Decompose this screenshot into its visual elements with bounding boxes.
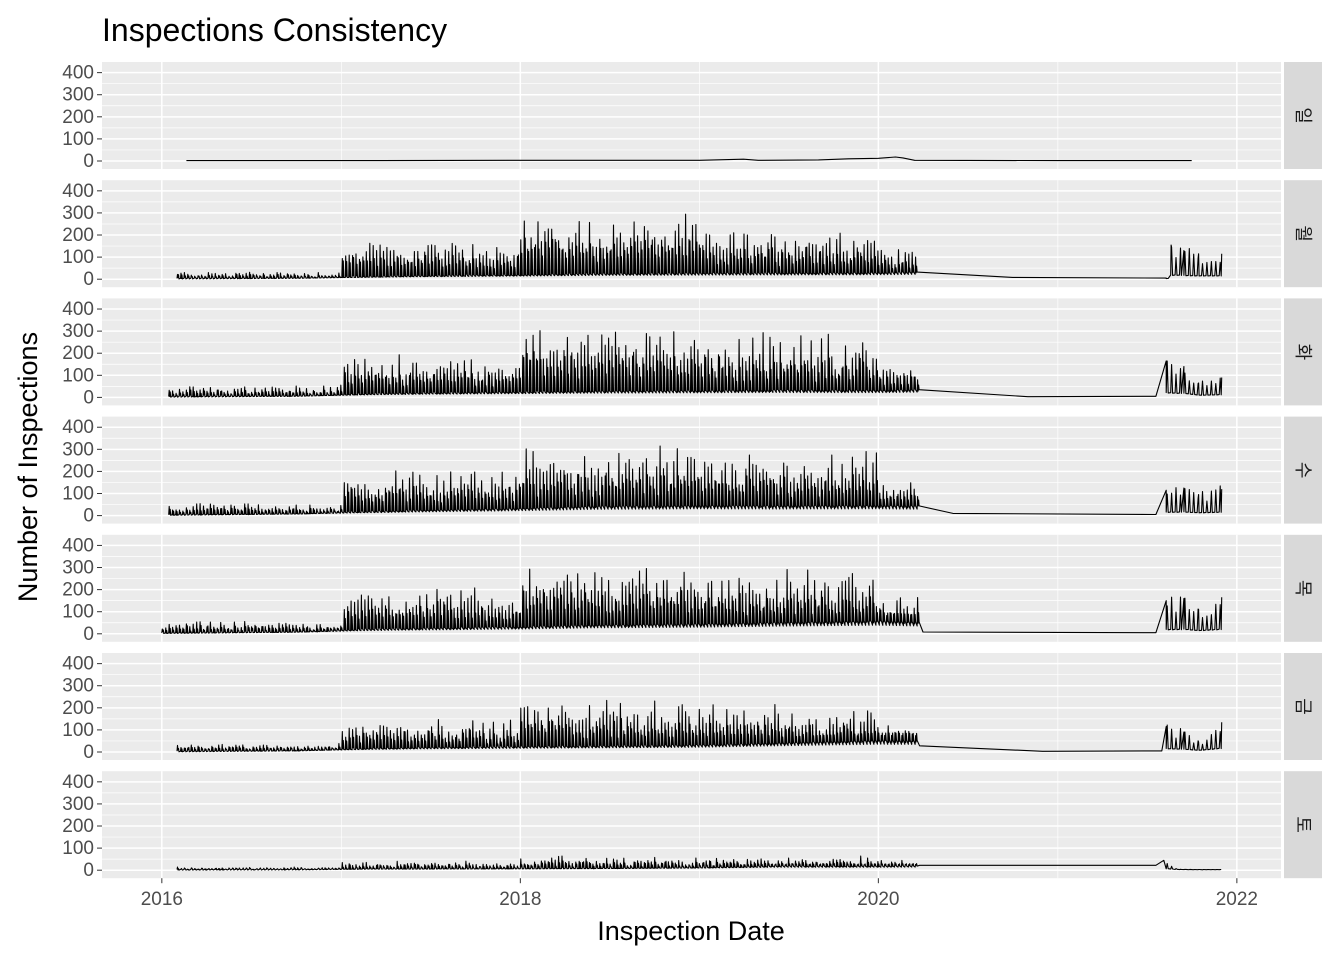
y-tick-label: 100 [62,838,94,859]
series-line [168,445,1223,516]
y-tick-label: 400 [62,181,94,202]
y-tick-label: 300 [62,439,94,460]
y-tick-label: 400 [62,654,94,675]
facet-strip [1284,534,1322,642]
y-tick-label: 100 [62,129,94,150]
y-tick-label: 200 [62,107,94,128]
series-line [176,855,1222,871]
x-tick-label: 2020 [857,889,899,910]
y-tick-label: 400 [62,772,94,793]
y-tick-label: 0 [83,506,94,527]
y-tick-label: 200 [62,580,94,601]
facet-strip-label: 목 [1292,580,1313,597]
facet-strip [1284,180,1322,288]
panel-background [102,180,1281,288]
facet-panels: 0100200300400일0100200300400월010020030040… [62,62,1322,881]
chart-title: Inspections Consistency [102,12,447,48]
y-tick-label: 0 [83,742,94,763]
y-tick-label: 300 [62,558,94,579]
panel-background [102,653,1281,760]
x-axis-title: Inspection Date [597,916,785,946]
series-line [168,330,1223,398]
facet-strip [1284,62,1322,169]
y-tick-label: 0 [83,624,94,645]
y-tick-label: 300 [62,676,94,697]
facet-strip-label: 일 [1292,107,1313,124]
facet-strip-label: 수 [1292,462,1313,479]
y-tick-label: 200 [62,343,94,364]
x-tick-label: 2016 [141,889,183,910]
y-tick-label: 0 [83,860,94,881]
y-tick-label: 200 [62,461,94,482]
facet-strip [1284,771,1322,879]
y-tick-label: 0 [83,387,94,408]
y-axis-title: Number of Inspections [13,332,43,602]
facet-strip [1284,298,1322,406]
facet-strip-label: 토 [1292,816,1313,833]
y-tick-label: 400 [62,299,94,320]
x-tick-label: 2018 [499,889,541,910]
y-tick-label: 400 [62,417,94,438]
series-line [176,213,1223,280]
y-tick-label: 300 [62,85,94,106]
y-tick-label: 100 [62,247,94,268]
facet-strip-label: 금 [1292,698,1313,715]
y-tick-label: 100 [62,720,94,741]
series-line [176,699,1223,753]
y-tick-label: 200 [62,816,94,837]
facet-strip-label: 화 [1292,344,1313,361]
y-tick-label: 200 [62,698,94,719]
series-line [161,567,1223,635]
y-tick-label: 300 [62,794,94,815]
y-tick-label: 0 [83,269,94,290]
panel-background [102,771,1281,879]
y-tick-label: 300 [62,321,94,342]
y-tick-label: 100 [62,365,94,386]
facet-strip [1284,416,1322,524]
facet-strip-label: 월 [1292,225,1313,242]
y-tick-label: 400 [62,535,94,556]
panel-background [102,62,1281,169]
y-tick-label: 100 [62,484,94,505]
y-tick-label: 200 [62,225,94,246]
x-axis: 2016 2018 2020 2022 [141,878,1258,910]
y-tick-label: 400 [62,63,94,84]
y-tick-label: 100 [62,602,94,623]
x-tick-label: 2022 [1216,889,1258,910]
y-tick-label: 0 [83,151,94,172]
series-line [186,156,1192,162]
facet-strip [1284,653,1322,760]
y-tick-label: 300 [62,203,94,224]
